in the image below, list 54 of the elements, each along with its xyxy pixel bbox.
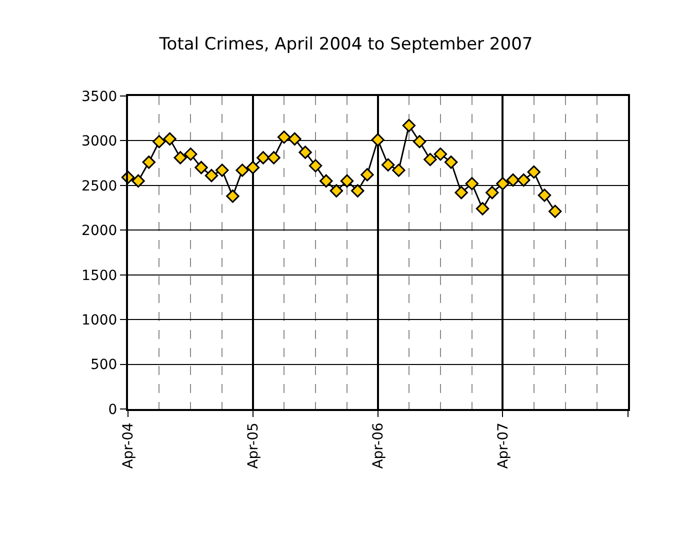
point	[548, 204, 562, 218]
x-tick-label: Apr-04	[120, 422, 137, 469]
point	[174, 151, 187, 164]
point	[226, 190, 240, 203]
y-tick-label: 2500	[82, 178, 118, 194]
point	[412, 135, 426, 148]
y-tick-label: 1000	[82, 312, 118, 328]
point	[465, 177, 479, 190]
point	[330, 184, 344, 198]
point	[277, 130, 291, 144]
y-tick-label: 3500	[82, 88, 118, 105]
point	[204, 168, 218, 182]
point	[538, 188, 552, 202]
x-tick-label: Apr-06	[370, 422, 386, 469]
point	[163, 132, 176, 146]
point	[402, 118, 416, 132]
point	[152, 135, 166, 148]
point	[351, 184, 364, 198]
point	[267, 151, 280, 164]
point	[424, 152, 437, 166]
point	[527, 165, 540, 179]
point	[454, 186, 468, 200]
point	[142, 156, 156, 169]
point	[496, 177, 510, 190]
point	[506, 173, 520, 187]
point	[340, 174, 354, 188]
point	[382, 158, 395, 172]
point	[517, 173, 530, 187]
x-tick-label: Apr-07	[495, 422, 512, 469]
point	[288, 132, 302, 146]
point	[184, 148, 198, 161]
point	[486, 186, 499, 200]
y-tick-label: 3000	[82, 134, 118, 150]
point	[320, 174, 333, 188]
point	[444, 156, 458, 169]
y-tick-label: 1500	[82, 268, 118, 284]
chart-title: Total Crimes, April 2004 to September 2007	[158, 34, 533, 55]
y-tick-label: 2000	[82, 223, 118, 240]
point	[360, 168, 374, 182]
point	[216, 164, 229, 177]
point	[298, 146, 312, 159]
point	[476, 202, 490, 216]
point	[308, 159, 322, 172]
y-tick-label: 500	[90, 357, 118, 374]
point	[132, 174, 145, 188]
point	[194, 160, 208, 174]
point	[392, 164, 406, 177]
point	[434, 148, 448, 161]
point	[246, 160, 260, 174]
y-tick-label: 0	[108, 402, 118, 418]
point	[236, 164, 249, 177]
x-tick-label: Apr-05	[245, 422, 262, 469]
point	[371, 133, 384, 146]
point	[256, 151, 270, 164]
